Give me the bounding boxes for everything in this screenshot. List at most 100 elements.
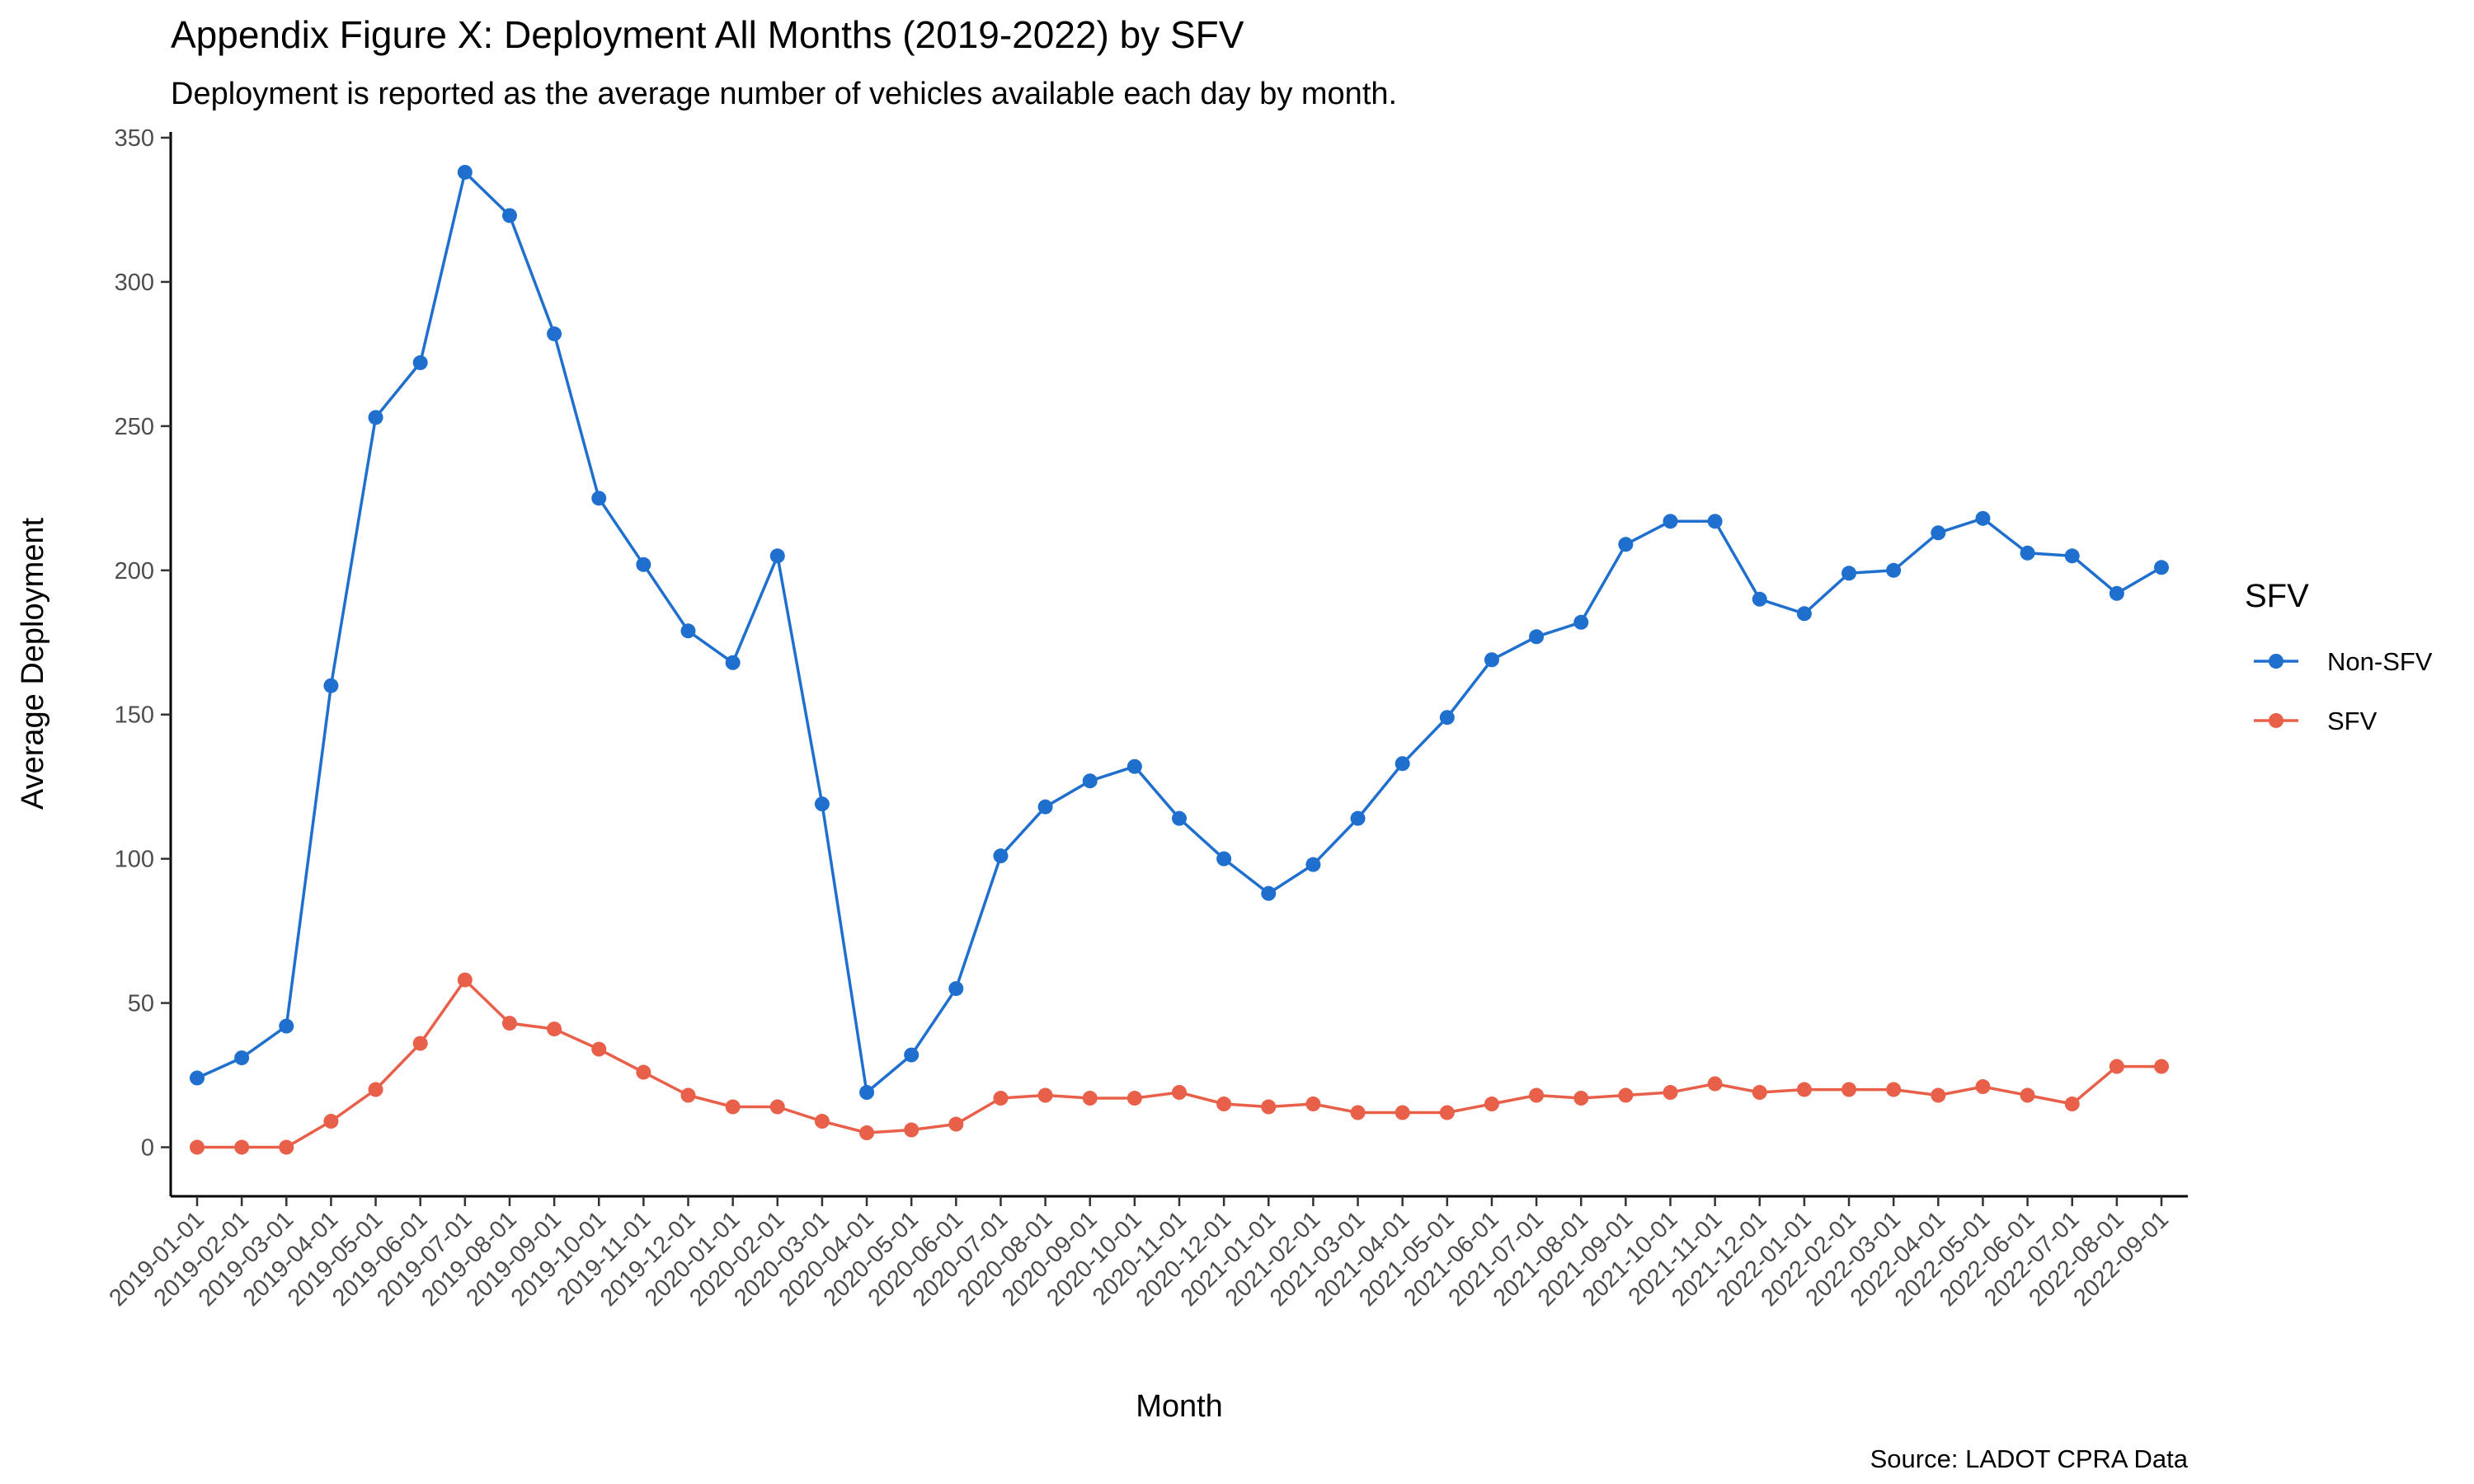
data-point-non-sfv (547, 326, 562, 341)
source-caption: Source: LADOT CPRA Data (1870, 1444, 2189, 1473)
data-point-sfv (1663, 1085, 1678, 1101)
y-tick-label: 100 (115, 847, 154, 873)
data-point-sfv (1931, 1087, 1946, 1103)
data-point-sfv (904, 1122, 920, 1138)
chart-title: Appendix Figure X: Deployment All Months… (171, 13, 1244, 56)
data-point-non-sfv (279, 1018, 294, 1034)
data-point-non-sfv (1886, 562, 1902, 578)
data-point-non-sfv (1529, 629, 1545, 645)
data-point-sfv (1618, 1087, 1634, 1103)
y-tick-label: 0 (141, 1135, 154, 1162)
data-point-sfv (1529, 1087, 1545, 1103)
data-point-non-sfv (2109, 585, 2124, 601)
series-line-non-sfv (196, 171, 2162, 1094)
data-point-sfv (993, 1091, 1009, 1106)
data-point-non-sfv (993, 848, 1009, 864)
y-tick-label: 50 (128, 991, 154, 1017)
data-point-sfv (1216, 1097, 1232, 1112)
data-point-non-sfv (1841, 566, 1857, 581)
data-point-non-sfv (2154, 560, 2169, 575)
data-point-non-sfv (1261, 885, 1277, 901)
data-point-sfv (1886, 1082, 1902, 1097)
data-point-sfv (1172, 1085, 1187, 1101)
data-point-sfv (190, 1139, 205, 1155)
legend: SFV Non-SFV SFV (2245, 578, 2433, 735)
data-point-sfv (769, 1099, 785, 1115)
data-point-sfv (323, 1114, 339, 1129)
data-point-sfv (1126, 1091, 1142, 1106)
data-point-non-sfv (323, 678, 339, 693)
data-point-sfv (591, 1041, 607, 1057)
data-point-sfv (680, 1087, 696, 1103)
data-point-sfv (1261, 1099, 1277, 1115)
data-point-sfv (501, 1016, 517, 1031)
data-point-sfv (234, 1139, 250, 1155)
data-point-sfv (279, 1139, 294, 1155)
legend-label: Non-SFV (2327, 647, 2433, 676)
data-point-sfv (2154, 1059, 2169, 1074)
series-layer (190, 164, 2169, 1155)
data-point-non-sfv (457, 164, 473, 180)
data-point-sfv (1082, 1091, 1098, 1106)
x-axis-title: Month (1136, 1389, 1223, 1424)
data-point-sfv (457, 972, 473, 988)
data-point-sfv (814, 1114, 830, 1129)
data-point-sfv (725, 1099, 741, 1115)
data-point-sfv (1841, 1082, 1857, 1097)
data-point-non-sfv (1975, 510, 1991, 526)
data-point-non-sfv (1707, 514, 1723, 529)
y-tick-label: 250 (115, 414, 154, 440)
data-point-sfv (859, 1125, 875, 1141)
data-point-sfv (368, 1082, 383, 1097)
data-point-sfv (636, 1064, 651, 1080)
x-axis: 2019-01-012019-02-012019-03-012019-04-01… (104, 1195, 2188, 1312)
data-point-non-sfv (1796, 606, 1812, 622)
data-point-sfv (948, 1116, 964, 1132)
chart-subtitle: Deployment is reported as the average nu… (171, 77, 1397, 111)
data-point-non-sfv (1082, 773, 1098, 789)
data-point-non-sfv (1663, 514, 1678, 529)
data-point-non-sfv (1573, 614, 1589, 630)
data-point-sfv (1975, 1079, 1991, 1095)
data-point-non-sfv (680, 623, 696, 639)
data-point-non-sfv (234, 1050, 250, 1066)
data-point-non-sfv (2020, 545, 2035, 561)
data-point-non-sfv (859, 1085, 875, 1101)
data-point-non-sfv (1484, 652, 1499, 668)
data-point-non-sfv (591, 491, 607, 506)
data-point-non-sfv (368, 410, 383, 425)
data-point-non-sfv (412, 355, 428, 370)
data-point-sfv (1707, 1076, 1723, 1092)
data-point-non-sfv (1395, 756, 1410, 772)
data-point-sfv (1037, 1087, 1053, 1103)
data-point-non-sfv (769, 548, 785, 564)
data-point-non-sfv (1305, 857, 1321, 872)
data-point-non-sfv (1172, 810, 1187, 826)
data-point-sfv (1573, 1091, 1589, 1106)
plot-area: 0 50 100 150 200 250 300 350 2019-01-012019-02-… (104, 125, 2188, 1312)
data-point-sfv (412, 1036, 428, 1051)
data-point-non-sfv (1350, 810, 1366, 826)
data-point-sfv (2109, 1059, 2124, 1074)
data-point-sfv (547, 1021, 562, 1037)
data-point-non-sfv (1618, 537, 1634, 552)
data-point-sfv (1350, 1105, 1366, 1120)
y-tick-label: 300 (115, 270, 154, 296)
legend-key-point (2269, 713, 2284, 728)
data-point-sfv (1752, 1085, 1767, 1101)
legend-key-point (2269, 654, 2284, 669)
legend-item-non-sfv: Non-SFV (2254, 647, 2433, 676)
data-point-sfv (1439, 1105, 1455, 1120)
legend-item-sfv: SFV (2254, 707, 2378, 735)
y-tick-label: 150 (115, 702, 154, 729)
data-point-sfv (1305, 1097, 1321, 1112)
data-point-sfv (1796, 1082, 1812, 1097)
y-tick-label: 200 (115, 558, 154, 585)
y-axis-title: Average Deployment (16, 517, 50, 810)
data-point-sfv (1484, 1097, 1499, 1112)
series-line-sfv (197, 978, 2161, 1149)
y-axis: 0 50 100 150 200 250 300 350 (115, 125, 172, 1196)
y-tick-label: 350 (115, 125, 154, 152)
data-point-non-sfv (814, 796, 830, 812)
